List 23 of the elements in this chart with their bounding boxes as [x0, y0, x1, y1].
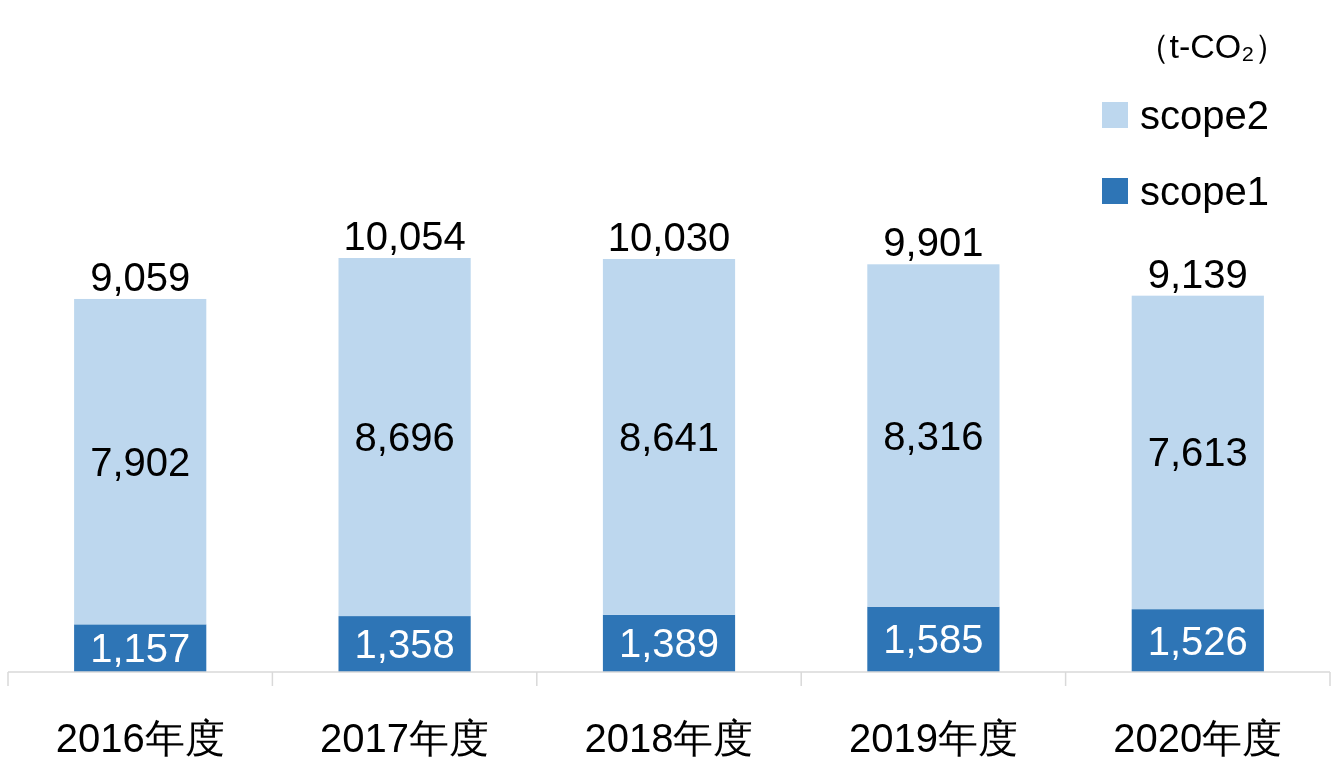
data-label: 8,316	[883, 413, 984, 458]
data-label: 7,902	[90, 439, 191, 484]
total-label: 9,901	[883, 220, 984, 265]
x-tick-label: 2020年度	[1113, 716, 1283, 760]
total-label: 9,139	[1147, 251, 1248, 296]
data-label: 1,526	[1147, 618, 1248, 663]
legend-label: scope2	[1140, 93, 1269, 137]
data-label: 1,358	[354, 622, 455, 667]
total-label: 10,054	[343, 214, 466, 258]
data-label: 7,613	[1147, 430, 1248, 475]
total-label: 10,030	[607, 214, 731, 259]
legend-label: scope1	[1140, 169, 1269, 213]
x-tick-label: 2017年度	[320, 716, 490, 760]
total-label: 9,059	[90, 254, 191, 299]
x-tick-label: 2018年度	[584, 716, 754, 760]
data-label: 1,157	[90, 626, 191, 671]
data-label: 8,641	[618, 414, 720, 459]
text: （t-CO₂）	[1135, 27, 1289, 65]
x-tick-label: 2016年度	[55, 716, 225, 760]
data-label: 8,696	[354, 415, 455, 460]
data-label: 1,389	[618, 621, 720, 666]
x-tick-label: 2019年度	[848, 716, 1018, 760]
data-label: 1,585	[883, 617, 984, 662]
